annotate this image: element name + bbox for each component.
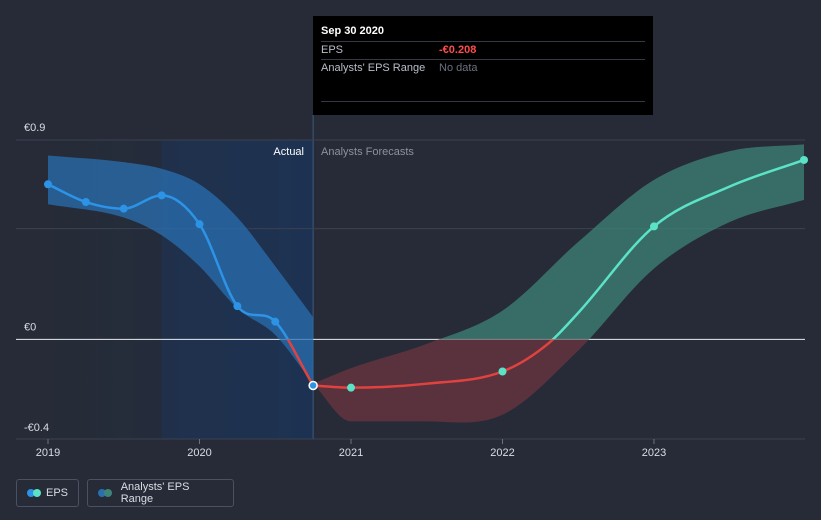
tooltip-eps-row: EPS -€0.208 [321,41,645,59]
legend-range-label: Analysts' EPS Range [120,481,190,505]
y-tick-label: -€0.4 [24,422,49,434]
x-tick-label: 2020 [187,447,211,459]
x-tick-label: 2022 [490,447,514,459]
eps-markers [44,155,808,392]
eps-point [800,155,808,164]
selected-eps-point [308,380,318,391]
eps-point [119,204,128,213]
eps-point [44,180,52,189]
tooltip-range-value: No data [439,62,478,74]
eps-point [347,383,356,392]
eps-point [233,302,242,311]
axis-labels: €0.9 €0 -€0.4 2019 2020 2021 2022 2023 [24,122,666,459]
tooltip-range-row: Analysts' EPS Range No data [321,59,645,77]
tooltip: Sep 30 2020 EPS -€0.208 Analysts' EPS Ra… [313,16,653,115]
forecast-eps-line-negative [313,339,555,389]
legend-range-toggle[interactable]: Analysts' EPS Range [87,479,234,507]
actual-eps-range-band [48,155,314,384]
legend-eps-toggle[interactable]: EPS [16,479,79,507]
eps-point [81,198,90,207]
eps-swatch-icon [27,489,41,497]
tooltip-eps-value: -€0.208 [439,44,477,56]
y-tick-label: €0.9 [24,122,45,134]
range-swatch-icon [98,489,114,497]
tooltip-range-label: Analysts' EPS Range [321,62,426,74]
forecast-eps-line-positive [551,158,805,340]
eps-point [271,317,280,326]
x-tick-label: 2021 [339,447,363,459]
eps-point [498,367,507,376]
tooltip-date: Sep 30 2020 [321,25,384,37]
x-tick-label: 2023 [642,447,666,459]
tooltip-divider [321,101,645,102]
y-tick-label: €0 [24,321,36,333]
legend-eps-label: EPS [45,487,68,499]
forecast-section-label: Analysts Forecasts [321,146,414,158]
actual-section-label: Actual [273,146,304,158]
eps-point [650,222,659,231]
x-tick-label: 2019 [36,447,60,459]
eps-point [157,191,166,200]
eps-point [195,220,204,229]
tooltip-eps-label: EPS [321,44,344,56]
